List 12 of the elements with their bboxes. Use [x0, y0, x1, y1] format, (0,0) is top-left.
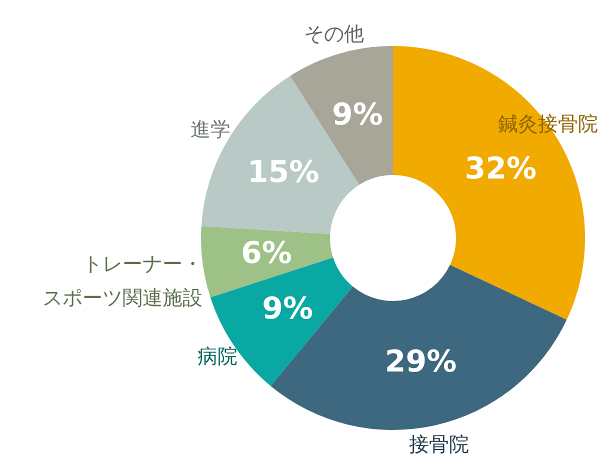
data-label: 15%	[247, 155, 320, 190]
slice-label: 接骨院	[409, 432, 470, 456]
data-label: 32%	[464, 152, 537, 187]
data-label: 9%	[332, 98, 383, 133]
data-label: 6%	[241, 236, 292, 271]
data-label: 9%	[262, 292, 314, 327]
slice-label: その他	[304, 21, 364, 46]
donut-slice	[201, 226, 334, 298]
slice-label: 進学	[190, 117, 231, 142]
slice-label: 病院	[198, 344, 238, 368]
slice-label: トレーナー・スポーツ関連施設	[42, 252, 203, 310]
data-label: 29%	[384, 344, 457, 380]
